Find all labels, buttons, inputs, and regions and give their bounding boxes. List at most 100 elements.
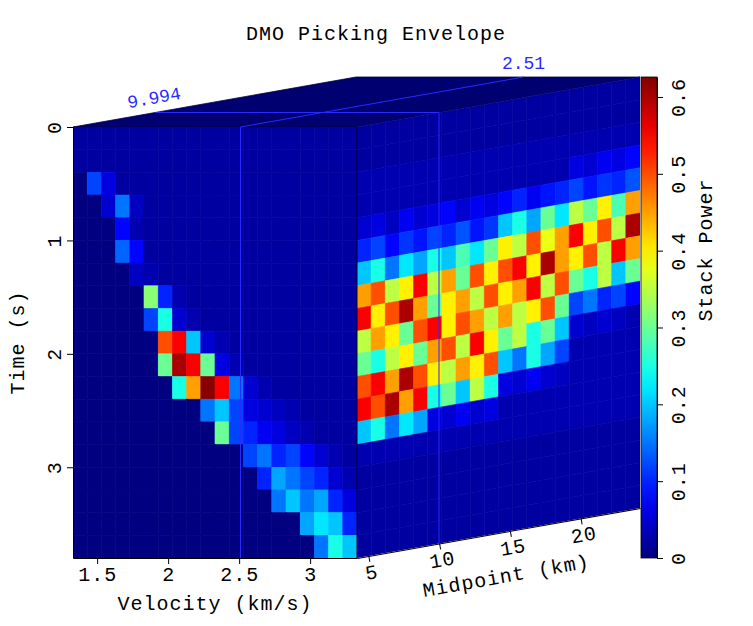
heatmap-cell — [541, 342, 555, 367]
heatmap-cell — [428, 203, 442, 228]
heatmap-cell — [371, 530, 385, 555]
heatmap-cell — [513, 437, 527, 462]
heatmap-cell — [116, 467, 130, 490]
heatmap-cell — [583, 357, 597, 382]
heatmap-cell — [399, 367, 413, 392]
heatmap-cell — [116, 308, 130, 331]
heatmap-cell — [286, 195, 300, 218]
heatmap-cell — [442, 427, 456, 452]
heatmap-cell — [286, 331, 300, 354]
heatmap-cell — [626, 304, 640, 329]
heatmap-cell — [187, 263, 201, 286]
heatmap-cell — [215, 354, 229, 377]
heatmap-cell — [73, 127, 87, 150]
heatmap-cell — [499, 213, 513, 238]
heatmap-cell — [612, 238, 626, 263]
heatmap-cell — [555, 271, 569, 296]
heatmap-cell — [357, 215, 371, 240]
heatmap-cell — [626, 168, 640, 193]
heatmap-cell — [343, 195, 357, 218]
heatmap-cell — [116, 331, 130, 354]
colorbar-tick: 0 — [657, 552, 691, 565]
heatmap-cell — [116, 127, 130, 150]
heatmap-cell — [243, 422, 257, 445]
heatmap-cell — [598, 400, 612, 425]
heatmap-cell — [371, 326, 385, 351]
heatmap-cell — [272, 150, 286, 173]
heatmap-cell — [569, 87, 583, 112]
heatmap-cell — [470, 286, 484, 311]
heatmap-cell — [371, 303, 385, 328]
colorbar-tick: 0.5 — [657, 155, 691, 194]
heatmap-cell — [499, 145, 513, 170]
heatmap-cell — [243, 445, 257, 468]
heatmap-cell — [541, 205, 555, 230]
heatmap-cell — [484, 465, 498, 490]
heatmap-cell — [116, 172, 130, 195]
y-tick-mark — [67, 127, 73, 128]
heatmap-cell — [229, 172, 243, 195]
heatmap-cell — [583, 107, 597, 132]
heatmap-cell — [555, 203, 569, 228]
heatmap-cell — [300, 195, 314, 218]
heatmap-cell — [513, 256, 527, 281]
heatmap-cell — [428, 225, 442, 250]
heatmap-cell — [569, 200, 583, 225]
heatmap-cell — [527, 299, 541, 324]
heatmap-cell — [598, 127, 612, 152]
heatmap-cell — [243, 467, 257, 490]
heatmap-cell — [300, 308, 314, 331]
heatmap-cell — [414, 205, 428, 230]
heatmap-cell — [272, 377, 286, 400]
heatmap-cell — [215, 399, 229, 422]
heatmap-cell — [187, 286, 201, 309]
x-tick: 15 — [498, 529, 529, 562]
heatmap-cell — [527, 344, 541, 369]
heatmap-cell — [158, 535, 172, 558]
colorbar-tick-mark — [657, 174, 663, 175]
heatmap-cell — [569, 110, 583, 135]
heatmap-cell — [329, 535, 343, 558]
heatmap-cell — [385, 142, 399, 167]
heatmap-cell — [626, 190, 640, 215]
heatmap-cell — [499, 122, 513, 147]
heatmap-cell — [229, 513, 243, 536]
y-tick-mark — [67, 467, 73, 468]
heatmap-cell — [73, 218, 87, 241]
x-tick: 10 — [427, 541, 458, 574]
heatmap-cell — [116, 354, 130, 377]
heatmap-cell — [527, 457, 541, 482]
heatmap-cell — [456, 334, 470, 359]
heatmap-cell — [569, 223, 583, 248]
heatmap-cell — [314, 127, 328, 150]
heatmap-cell — [612, 397, 626, 422]
heatmap-cell — [73, 399, 87, 422]
heatmap-cell — [541, 183, 555, 208]
heatmap-cell — [626, 213, 640, 238]
x-tick-mark — [369, 556, 370, 562]
colorbar-tick-label: 0.4 — [668, 232, 691, 271]
heatmap-cell — [484, 102, 498, 127]
heatmap-cell — [314, 399, 328, 422]
heatmap-cell — [583, 175, 597, 200]
heatmap-cell — [329, 513, 343, 536]
heatmap-cell — [612, 148, 626, 173]
heatmap-cell — [343, 172, 357, 195]
heatmap-cell — [598, 422, 612, 447]
heatmap-cell — [357, 329, 371, 354]
heatmap-cell — [456, 107, 470, 132]
heatmap-cell — [130, 172, 144, 195]
heatmap-cell — [187, 172, 201, 195]
heatmap-cell — [442, 155, 456, 180]
heatmap-cell — [456, 493, 470, 518]
heatmap-cell — [243, 354, 257, 377]
heatmap-cell — [144, 150, 158, 173]
heatmap-cell — [329, 377, 343, 400]
heatmap-cell — [286, 172, 300, 195]
heatmap-cell — [442, 382, 456, 407]
heatmap-cell — [130, 218, 144, 241]
heatmap-cell — [527, 503, 541, 528]
heatmap-cell — [272, 331, 286, 354]
heatmap-cell — [612, 306, 626, 331]
heatmap-cell — [130, 445, 144, 468]
